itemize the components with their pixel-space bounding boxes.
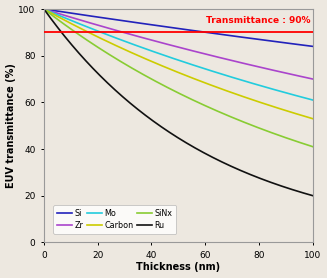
Zr <box>170 44 174 47</box>
Mo <box>262 85 266 88</box>
Zr <box>262 66 266 70</box>
Mo <box>311 98 315 102</box>
Mo <box>202 67 206 70</box>
X-axis label: Thickness (nm): Thickness (nm) <box>136 262 220 272</box>
Zr <box>311 77 315 81</box>
SiNx <box>311 145 315 148</box>
Mo <box>170 56 174 59</box>
Si <box>311 45 315 48</box>
Ru <box>187 143 191 146</box>
Ru <box>262 178 266 182</box>
Line: SiNx: SiNx <box>44 9 313 147</box>
Carbon <box>262 102 266 105</box>
Si <box>262 38 266 42</box>
Carbon <box>187 75 191 79</box>
Ru <box>311 194 315 197</box>
Zr <box>171 44 175 48</box>
Line: Carbon: Carbon <box>44 9 313 119</box>
Ru <box>304 192 308 195</box>
Ru <box>170 132 174 135</box>
Carbon <box>171 69 175 72</box>
Line: Ru: Ru <box>44 9 313 196</box>
Mo <box>171 57 175 60</box>
SiNx <box>187 97 191 100</box>
Text: Transmittance : 90%: Transmittance : 90% <box>206 16 310 25</box>
Ru <box>171 133 175 136</box>
Line: Mo: Mo <box>44 9 313 100</box>
Ru <box>202 151 206 155</box>
SiNx <box>170 88 174 91</box>
SiNx <box>202 103 206 107</box>
Si <box>202 30 206 34</box>
Zr <box>187 48 191 52</box>
Zr <box>42 8 46 11</box>
Si <box>42 8 46 11</box>
Mo <box>42 8 46 11</box>
Zr <box>304 76 308 79</box>
Si <box>304 44 308 47</box>
Zr <box>202 52 206 55</box>
Y-axis label: EUV transmittance (%): EUV transmittance (%) <box>6 63 16 188</box>
SiNx <box>262 128 266 132</box>
Mo <box>187 62 191 65</box>
SiNx <box>42 8 46 11</box>
Carbon <box>170 68 174 71</box>
Si <box>170 26 174 29</box>
Mo <box>304 97 308 100</box>
Si <box>187 28 191 32</box>
SiNx <box>171 89 175 92</box>
Si <box>171 26 175 29</box>
Legend: Si, Zr, Mo, Carbon, SiNx, Ru: Si, Zr, Mo, Carbon, SiNx, Ru <box>53 205 176 234</box>
Line: Si: Si <box>44 9 313 46</box>
SiNx <box>304 143 308 146</box>
Carbon <box>304 115 308 118</box>
Carbon <box>202 81 206 84</box>
Carbon <box>42 8 46 11</box>
Line: Zr: Zr <box>44 9 313 79</box>
Carbon <box>311 117 315 120</box>
Ru <box>42 8 46 11</box>
